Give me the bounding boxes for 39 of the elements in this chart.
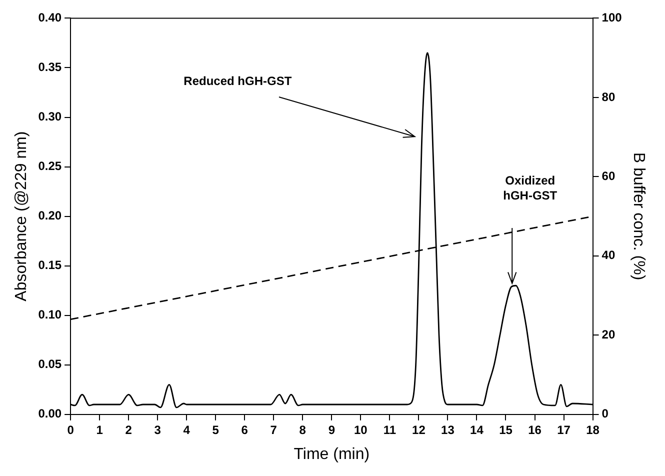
y2-tick-label: 80 — [602, 90, 616, 104]
x-tick-label: 4 — [183, 422, 190, 437]
x-tick-label: 9 — [328, 422, 336, 437]
x-tick-label: 10 — [354, 422, 368, 437]
x-tick-label: 14 — [470, 422, 484, 437]
y2-tick-label: 100 — [602, 10, 622, 25]
x-tick-label: 12 — [412, 422, 426, 437]
x-tick-label: 5 — [212, 422, 220, 437]
y-tick-label: 0.00 — [38, 406, 62, 421]
x-tick-label: 2 — [125, 422, 132, 437]
x-tick-label: 8 — [299, 422, 306, 437]
y2-tick-label: 20 — [602, 327, 616, 342]
y2-axis-title: B buffer conc. (%) — [630, 152, 647, 280]
annotation: Oxidized hGH-GST — [503, 173, 558, 202]
y2-tick-label: 60 — [602, 168, 616, 183]
x-tick-label: 11 — [383, 422, 396, 437]
x-axis-title: Time (min) — [294, 446, 370, 463]
y2-tick-label: 40 — [602, 248, 616, 262]
y-tick-label: 0.15 — [38, 258, 62, 272]
x-tick-label: 7 — [270, 422, 278, 437]
y2-tick-label: 0 — [602, 406, 609, 421]
y-tick-label: 0.40 — [38, 10, 62, 25]
y-axis-title: Absorbance (@229 nm) — [13, 131, 30, 302]
x-tick-label: 16 — [528, 422, 542, 437]
x-tick-label: 6 — [241, 422, 248, 437]
annotation: Reduced hGH-GST — [184, 74, 292, 88]
x-tick-label: 13 — [441, 422, 455, 437]
x-tick-label: 18 — [586, 422, 600, 437]
x-tick-label: 3 — [154, 422, 162, 437]
y-tick-label: 0.10 — [38, 308, 62, 322]
y-tick-label: 0.35 — [38, 60, 62, 74]
y-tick-label: 0.30 — [38, 110, 62, 124]
x-tick-label: 15 — [499, 422, 513, 437]
y-tick-label: 0.25 — [38, 159, 62, 174]
x-tick-label: 1 — [96, 422, 104, 437]
y-tick-label: 0.20 — [38, 208, 62, 223]
x-tick-label: 17 — [557, 422, 571, 437]
y-tick-label: 0.05 — [38, 357, 62, 372]
x-tick-label: 0 — [67, 422, 74, 437]
